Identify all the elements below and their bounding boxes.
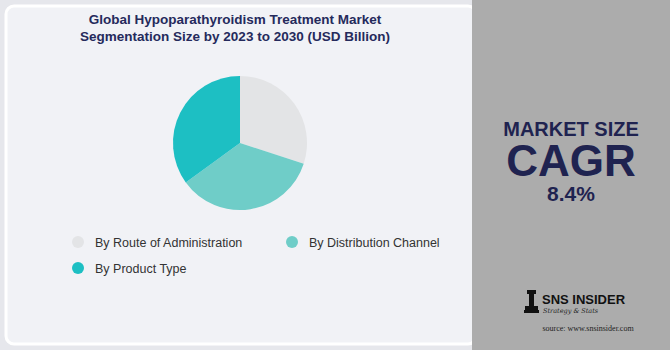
chart: Global Hypoparathyroidism Treatment Mark…: [0, 0, 670, 350]
legend-label: By Distribution Channel: [309, 236, 440, 250]
title-line: Global Hypoparathyroidism Treatment Mark…: [89, 12, 382, 27]
pie: [173, 76, 307, 210]
logo-part: [529, 294, 534, 306]
title-line: Segmentation Size by 2023 to 2030 (USD B…: [80, 29, 390, 44]
pie-slice: [173, 76, 240, 182]
legend-swatch: [72, 262, 84, 274]
legend-label: By Product Type: [95, 262, 187, 276]
logo-part: [525, 306, 538, 310]
logo-part: [527, 290, 536, 294]
logo-icon: [524, 290, 539, 313]
logo-part: [524, 310, 539, 313]
legend-swatch: [72, 236, 84, 248]
cagr-label: CAGR: [506, 136, 636, 185]
logo-tagline: Strategy & Stats: [543, 307, 599, 315]
source: source: www.snsinsider.com: [542, 324, 634, 333]
legend-swatch: [286, 236, 298, 248]
left-panel: [6, 6, 476, 344]
right-panel: [472, 0, 670, 350]
cagr-value: 8.4%: [547, 182, 595, 205]
background: [0, 0, 670, 350]
title: Global Hypoparathyroidism Treatment Mark…: [80, 12, 390, 44]
logo-text: SNS INSIDER: [542, 292, 626, 307]
right-panel-edge: [472, 0, 484, 350]
legend-label: By Route of Administration: [95, 236, 242, 250]
